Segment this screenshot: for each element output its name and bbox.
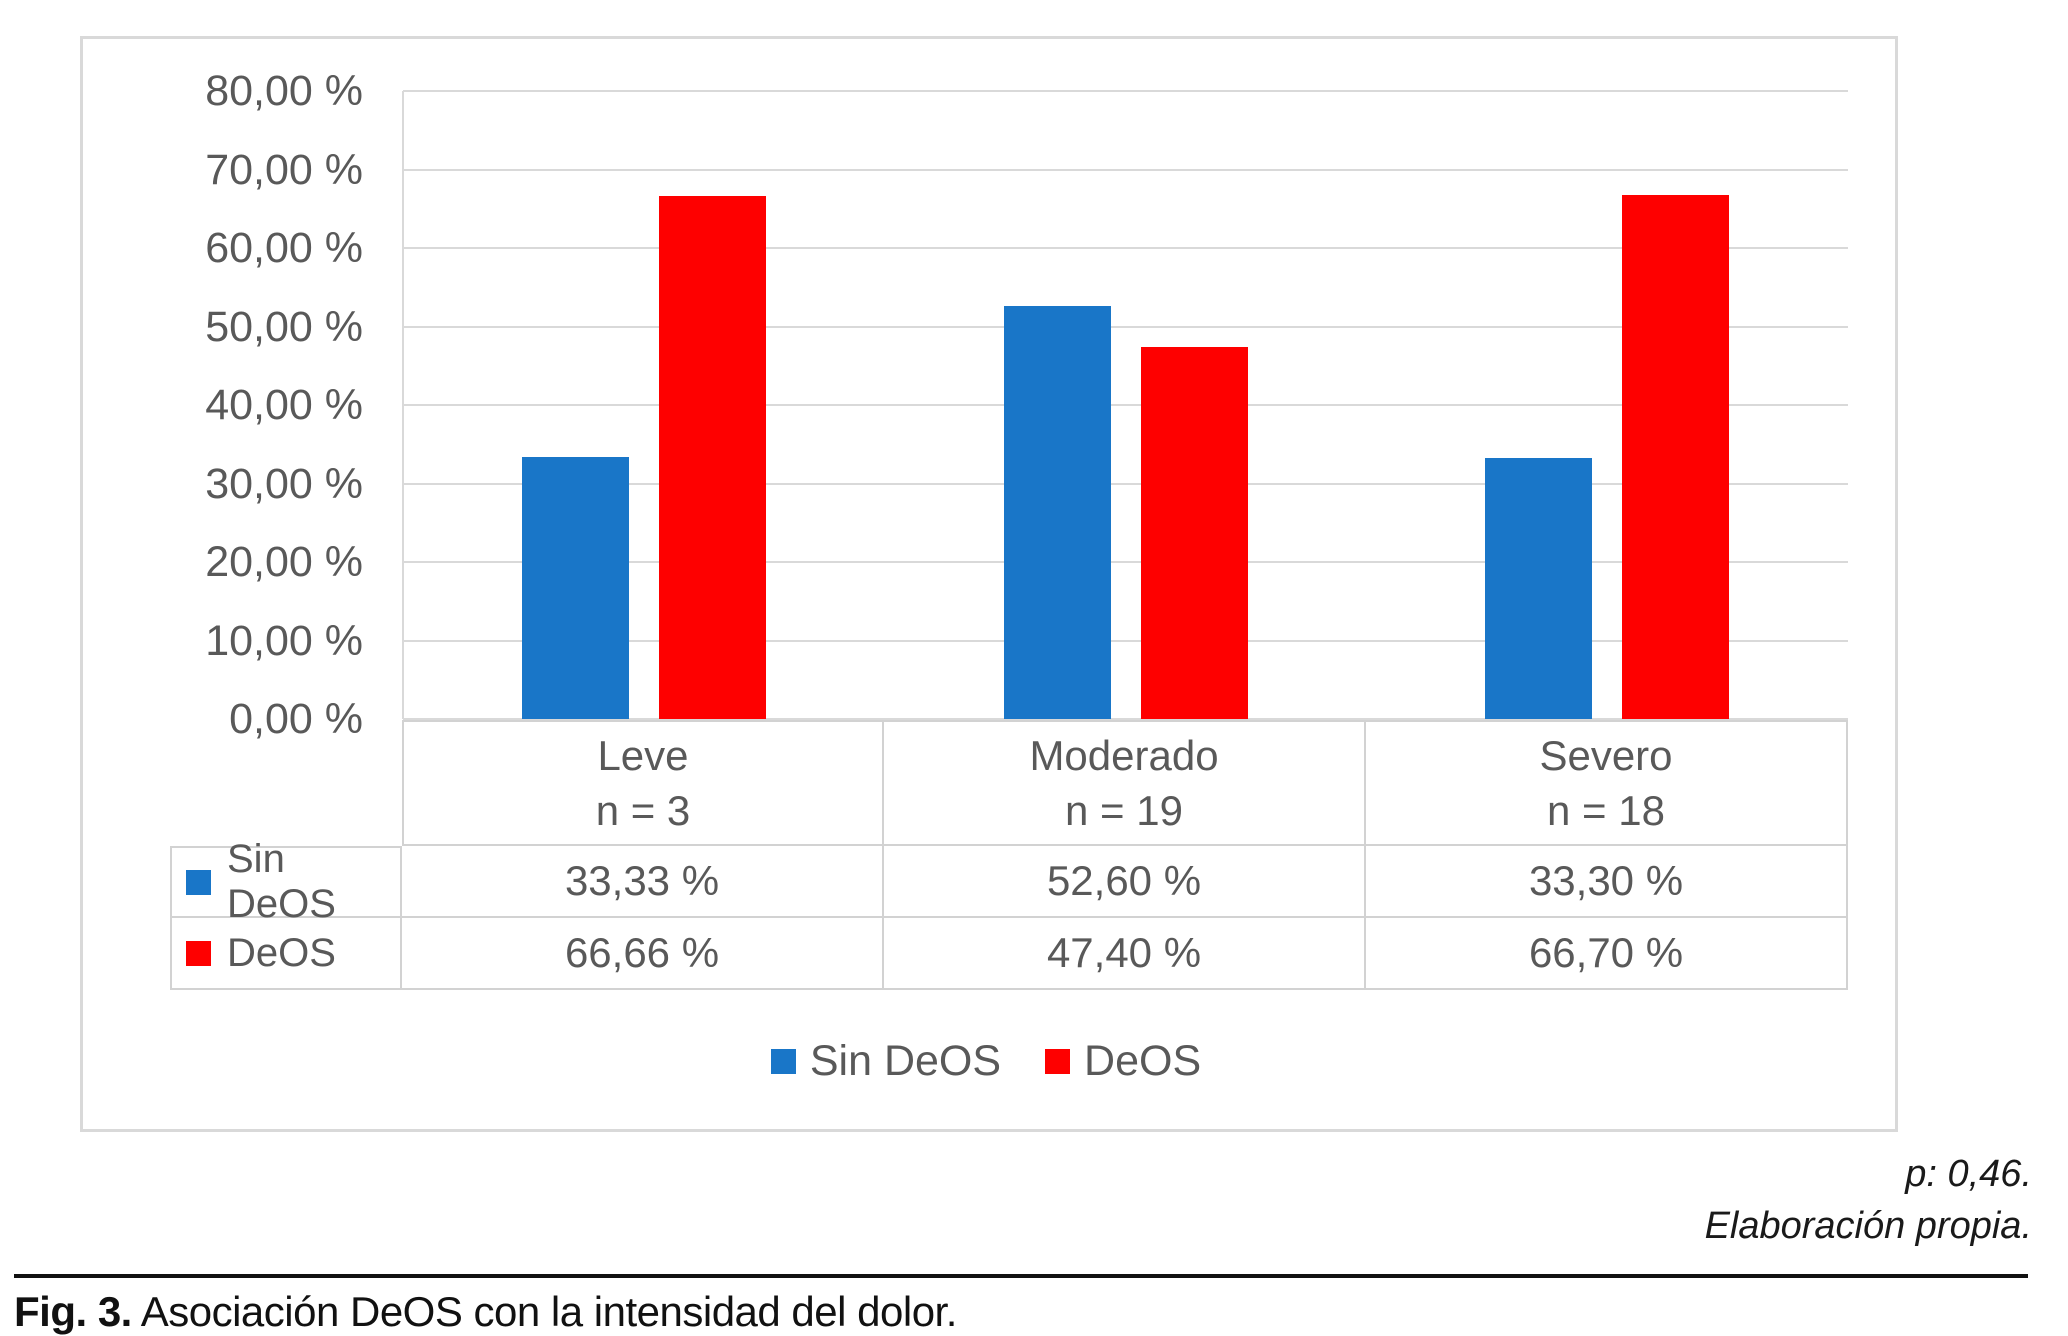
figure-notes: p: 0,46. Elaboración propia. bbox=[1705, 1148, 2032, 1252]
legend-swatch-icon bbox=[770, 1048, 796, 1074]
gridline bbox=[403, 247, 1848, 249]
y-axis-tick-label: 0,00 % bbox=[229, 695, 363, 743]
legend-swatch-icon bbox=[186, 869, 211, 895]
p-value-note: p: 0,46. bbox=[1905, 1153, 2032, 1195]
gridline bbox=[403, 561, 1848, 563]
table-value-cell-sin-deos-severo: 33,30 % bbox=[1366, 846, 1848, 918]
bar-sin-deos-leve bbox=[521, 457, 629, 719]
category-label: Severo bbox=[1539, 732, 1673, 779]
bar-deos-leve bbox=[658, 195, 766, 719]
y-axis-tick-label: 80,00 % bbox=[205, 67, 363, 115]
table-value-cell-sin-deos-leve: 33,33 % bbox=[402, 846, 884, 918]
gridline bbox=[403, 718, 1848, 720]
category-count: n = 18 bbox=[1547, 787, 1665, 834]
legend: Sin DeOS DeOS bbox=[83, 1037, 1889, 1085]
bar-sin-deos-severo bbox=[1485, 457, 1593, 719]
y-axis-tick-label: 70,00 % bbox=[205, 145, 363, 194]
y-axis-tick-label: 60,00 % bbox=[205, 224, 363, 272]
table-value-cell-deos-moderado: 47,40 % bbox=[884, 918, 1366, 990]
gridline bbox=[403, 482, 1848, 485]
table-value-cell-deos-severo: 66,70 % bbox=[1366, 918, 1848, 990]
table-header-cell-moderado: Moderado n = 19 bbox=[884, 720, 1366, 846]
table-row-header-deos: DeOS bbox=[170, 918, 402, 990]
y-axis-tick-label: 10,00 % bbox=[205, 616, 363, 665]
caption-rule bbox=[14, 1274, 2028, 1278]
legend-swatch-icon bbox=[1045, 1048, 1071, 1074]
y-axis-tick-label: 50,00 % bbox=[205, 302, 363, 351]
category-label: Leve bbox=[597, 732, 689, 779]
gridline bbox=[403, 168, 1848, 171]
y-axis-tick-label: 30,00 % bbox=[205, 459, 363, 508]
gridline bbox=[403, 404, 1848, 406]
gridline bbox=[403, 639, 1848, 642]
bar-deos-moderado bbox=[1140, 346, 1248, 719]
bar-sin-deos-moderado bbox=[1003, 306, 1111, 719]
table-value-cell-deos-leve: 66,66 % bbox=[402, 918, 884, 990]
category-count: n = 3 bbox=[595, 787, 691, 834]
table-header-cell-severo: Severo n = 18 bbox=[1366, 720, 1848, 846]
caption-label: Fig. 3. bbox=[14, 1288, 132, 1335]
source-note: Elaboración propia. bbox=[1704, 1205, 2032, 1247]
category-label: Moderado bbox=[1029, 732, 1219, 779]
legend-swatch-icon bbox=[186, 940, 211, 966]
table-header-cell-leve: Leve n = 3 bbox=[402, 720, 884, 846]
table-value-cell-sin-deos-moderado: 52,60 % bbox=[884, 846, 1366, 918]
legend-label: DeOS bbox=[1084, 1036, 1202, 1085]
y-axis-tick-label: 40,00 % bbox=[205, 381, 363, 429]
table-corner-cell bbox=[170, 720, 402, 846]
bar-deos-severo bbox=[1622, 195, 1730, 719]
gridline bbox=[403, 325, 1848, 328]
legend-item-deos: DeOS bbox=[1045, 1037, 1201, 1086]
figure-caption: Fig. 3. Asociación DeOS con la intensida… bbox=[14, 1288, 957, 1336]
plot-area bbox=[403, 90, 1848, 720]
gridline bbox=[403, 90, 1848, 92]
category-count: n = 19 bbox=[1065, 787, 1183, 834]
legend-label: Sin DeOS bbox=[809, 1036, 1002, 1085]
legend-item-sin-deos: Sin DeOS bbox=[770, 1036, 1002, 1086]
table-row-header-sin-deos: Sin DeOS bbox=[170, 837, 402, 926]
figure-frame: Leve n = 3 Moderado n = 19 Severo n = 18 Sin D… bbox=[80, 36, 1898, 1132]
series-label: Sin DeOS bbox=[227, 837, 336, 926]
series-label: DeOS bbox=[227, 930, 336, 975]
y-axis-tick-label: 20,00 % bbox=[205, 538, 363, 586]
caption-text: Asociación DeOS con la intensidad del do… bbox=[140, 1288, 958, 1335]
data-table: Leve n = 3 Moderado n = 19 Severo n = 18 Sin D… bbox=[170, 720, 1848, 990]
